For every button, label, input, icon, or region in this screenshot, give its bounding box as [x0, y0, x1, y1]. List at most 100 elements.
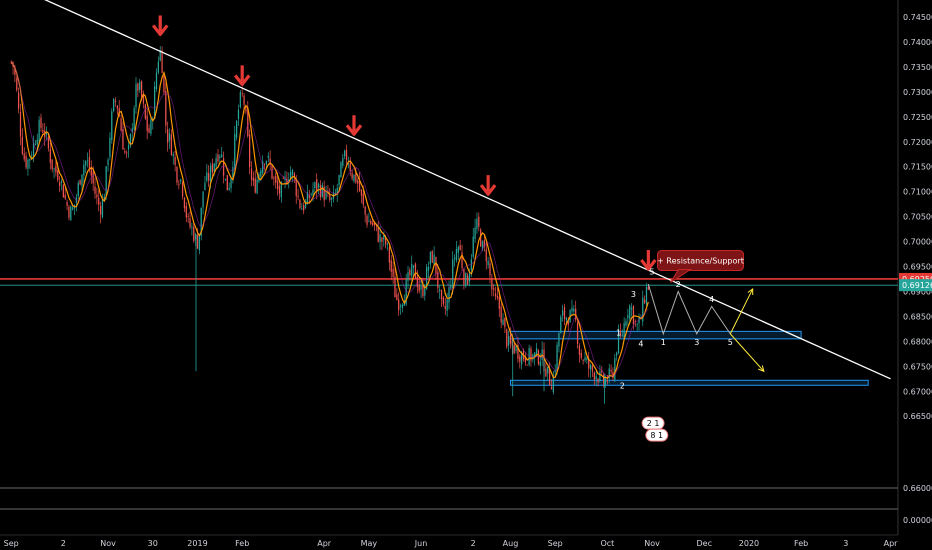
candle-body	[304, 200, 307, 208]
candle-body	[450, 285, 452, 289]
x-tick-label: Sep	[548, 539, 563, 548]
candle-body	[364, 206, 366, 215]
candle-body	[385, 237, 387, 245]
candle-body	[124, 151, 126, 153]
candle-body	[638, 317, 640, 324]
candle-body	[265, 161, 268, 165]
candle-body	[405, 279, 407, 305]
candle-body	[174, 157, 176, 166]
candle-body	[213, 163, 215, 172]
candle-body	[489, 263, 491, 276]
candle-body	[398, 299, 400, 311]
wave-count-label: 1	[661, 338, 666, 347]
moving-average-line	[10, 61, 649, 380]
candle-body	[290, 172, 292, 180]
candle-body	[521, 353, 523, 365]
candle-body	[57, 170, 59, 180]
candle-body	[202, 191, 204, 208]
candle-body	[17, 92, 20, 109]
x-tick-label: Apr	[317, 539, 332, 548]
candle-body	[19, 112, 22, 137]
candle-body	[435, 256, 437, 274]
candle-body	[519, 356, 521, 362]
candle-body	[485, 249, 487, 262]
wave-count-label: 4	[638, 339, 643, 348]
candle-body	[535, 348, 538, 356]
candle-body	[316, 179, 318, 191]
candle-body	[72, 207, 74, 210]
candle-body	[172, 154, 174, 157]
candle-body	[414, 263, 417, 279]
callout-bubble	[657, 250, 745, 272]
wave-count-label: 1	[616, 328, 621, 337]
candle-body	[245, 108, 247, 112]
candle-body	[466, 275, 469, 285]
candle-body	[386, 243, 389, 245]
candle-body	[556, 344, 558, 372]
arrow-head	[640, 259, 657, 271]
candle-body	[221, 154, 223, 158]
candle-body	[448, 287, 450, 303]
candle-body	[474, 227, 476, 239]
candle-body	[442, 297, 445, 305]
candle-body	[243, 95, 245, 105]
candle-body	[90, 167, 92, 176]
candle-body	[276, 180, 279, 190]
candle-body	[114, 100, 117, 103]
candle-body	[293, 173, 295, 178]
candle-body	[142, 95, 145, 104]
candle-body	[480, 229, 482, 247]
candle-body	[34, 143, 37, 145]
candle-body	[379, 234, 381, 242]
support-zone	[509, 330, 802, 340]
candle-body	[234, 133, 236, 169]
candle-body	[187, 216, 189, 217]
candle-body	[342, 158, 344, 166]
candle-body	[394, 276, 396, 298]
candle-body	[433, 254, 435, 265]
candle-body	[418, 284, 420, 292]
candle-body	[371, 222, 374, 225]
candle-body	[310, 194, 312, 195]
candle-body	[38, 120, 40, 142]
arrow-head	[479, 184, 497, 196]
candle-body	[111, 111, 113, 140]
candle-body	[481, 241, 484, 250]
x-tick-label: Jun	[414, 539, 428, 548]
candle-body	[496, 295, 499, 298]
candle-body	[86, 160, 89, 162]
candle-body	[271, 165, 273, 179]
event-badge	[645, 428, 669, 442]
candle-body	[597, 378, 599, 383]
candle-body	[23, 153, 25, 160]
candle-body	[358, 180, 361, 191]
candle-body	[476, 218, 478, 229]
candle-body	[239, 92, 241, 107]
candle-body	[140, 81, 143, 98]
candle-body	[68, 206, 70, 218]
candle-body	[552, 375, 554, 393]
down-arrow-icon	[479, 175, 497, 196]
arrow-head	[345, 124, 363, 136]
candle-body	[150, 119, 152, 134]
candle-body	[388, 247, 391, 263]
candle-body	[101, 199, 104, 218]
x-tick-label: 2	[61, 539, 66, 548]
candle-body	[275, 175, 277, 183]
candle-body	[560, 317, 562, 334]
candle-body	[457, 246, 459, 253]
candle-body	[584, 357, 586, 361]
candle-body	[392, 268, 394, 277]
candle-body	[459, 245, 461, 250]
candle-body	[483, 240, 486, 247]
candle-body	[377, 227, 379, 242]
